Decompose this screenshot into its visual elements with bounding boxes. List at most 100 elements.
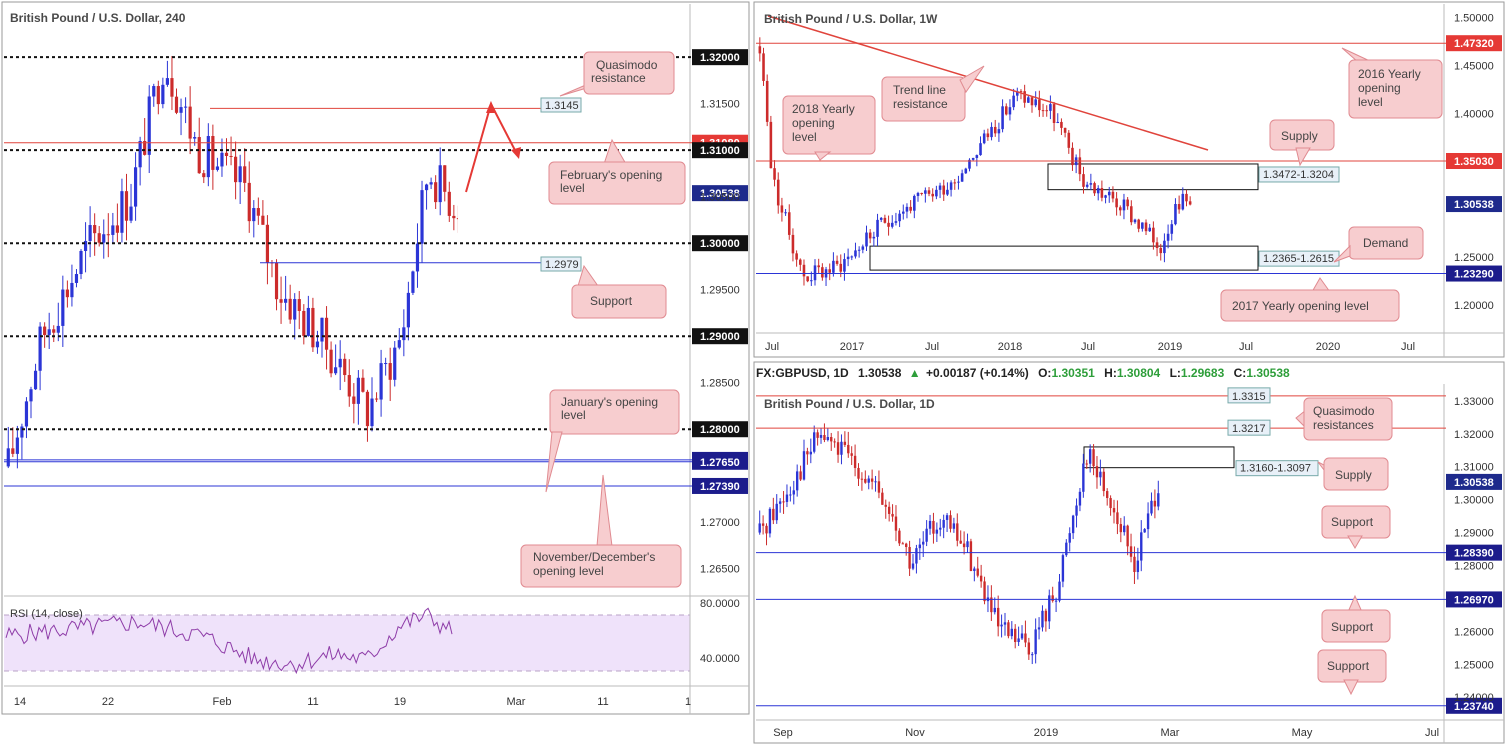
price-tag-1.27650	[692, 453, 748, 470]
candle-body	[901, 543, 904, 545]
candle-body	[179, 107, 183, 113]
candle-body	[968, 159, 971, 169]
candle-body	[1126, 199, 1129, 207]
x-tick-label: May	[1292, 727, 1313, 739]
callout-februarys-opening: February's opening level	[548, 138, 686, 205]
info-bar: FX:GBPUSD, 1D 1.30538 ▲ +0.00187 (+0.14%…	[756, 366, 1290, 380]
candle-body	[247, 182, 251, 222]
svg-text:level: level	[1358, 95, 1383, 109]
candle-body	[1058, 581, 1061, 601]
candle-body	[1143, 529, 1146, 533]
daily-levels: 1.3315 1.3217 1.30538 1.28390 1.26970 1.23740	[756, 387, 1502, 714]
candle-body	[1056, 121, 1060, 124]
candle-body	[97, 233, 101, 243]
callout-support-3: Support	[1317, 649, 1387, 696]
svg-text:Trend line: Trend line	[893, 83, 946, 97]
candle-body	[916, 192, 920, 196]
svg-text:January's opening: January's opening	[561, 395, 658, 409]
candle-body	[93, 225, 97, 234]
weekly-title: British Pound / U.S. Dollar, 1W	[764, 12, 938, 26]
value-box-1.3145: 1.3145	[540, 97, 582, 113]
candle-body	[1075, 505, 1078, 516]
candle-body	[1052, 104, 1056, 124]
x-tick-label: Sep	[773, 727, 793, 739]
candle-body	[388, 363, 392, 380]
weekly-candles	[758, 37, 1192, 287]
candle-body	[1027, 642, 1031, 655]
candle-body	[288, 298, 292, 320]
candle-body	[1088, 449, 1092, 464]
candle-body	[1041, 610, 1044, 628]
h4-ticks: 1.31500 1.30500 1.29500 1.28500 1.27000 1.265…	[14, 99, 740, 708]
candle-body	[887, 506, 891, 514]
candle-body	[1099, 471, 1102, 478]
candle-body	[1019, 91, 1023, 93]
candle-body	[1023, 91, 1026, 103]
candle-body	[953, 182, 957, 184]
candle-body	[867, 478, 870, 483]
candle-body	[791, 234, 795, 254]
callout-demand: Demand	[1333, 226, 1424, 263]
candle-body	[787, 212, 791, 235]
candle-body	[830, 437, 833, 442]
candle-body	[909, 206, 912, 211]
zone-label: 1.3160-1.3097	[1240, 463, 1311, 475]
y-tick-label: 1.25000	[1454, 659, 1494, 671]
candle-body	[1170, 224, 1174, 234]
candle-body	[338, 358, 342, 368]
y-tick-label: 1.33000	[1454, 396, 1494, 408]
candle-body	[1020, 633, 1024, 639]
x-tick-label: Feb	[213, 696, 232, 708]
candle-body	[925, 528, 928, 542]
price-tag-1.30000	[692, 235, 748, 252]
candle-body	[1095, 466, 1099, 478]
candle-body	[1044, 610, 1048, 622]
candle-body	[1137, 219, 1140, 229]
candle-body	[220, 152, 224, 167]
price-tag-label: 1.32000	[700, 52, 740, 64]
supply-zone-daily	[1083, 446, 1235, 469]
callout-2018-yearly-opening: 2018 Yearly opening level	[782, 95, 876, 161]
candle-body	[847, 444, 850, 454]
candle-body	[806, 276, 809, 282]
candle-body	[384, 363, 388, 365]
daily-title: British Pound / U.S. Dollar, 1D	[764, 397, 935, 411]
candle-body	[809, 451, 812, 455]
candle-body	[133, 167, 138, 207]
candle-body	[61, 289, 65, 326]
price-tag-1.26970	[1446, 591, 1502, 608]
candle-body	[420, 190, 424, 244]
x-tick-label: 2019	[1158, 341, 1182, 353]
candle-body	[964, 168, 968, 174]
price-tag-label: 1.23290	[1454, 269, 1494, 281]
candle-body	[224, 152, 229, 157]
candle-body	[1038, 99, 1041, 111]
y-tick-label: 1.31000	[1454, 462, 1494, 474]
candle-body	[894, 221, 898, 223]
candle-body	[1024, 633, 1027, 643]
candle-body	[83, 240, 88, 251]
candle-body	[1153, 500, 1157, 507]
candle-body	[1177, 204, 1181, 210]
candle-body	[966, 541, 969, 548]
weekly-chart: 1.3472-1.3204 1.2365-1.2615 1.47320 1.3503…	[756, 4, 1504, 357]
candle-body	[320, 317, 324, 342]
candle-body	[311, 307, 315, 348]
candle-body	[1014, 628, 1017, 643]
candle-body	[115, 225, 119, 233]
callout-2016-yearly-opening: 2016 Yearly opening level	[1341, 47, 1443, 119]
candle-body	[284, 298, 288, 303]
candle-body	[911, 563, 915, 569]
candle-body	[762, 53, 765, 81]
price-tag-label: 1.30538	[1454, 477, 1494, 489]
candle-body	[6, 448, 10, 467]
price-tag-1.32000	[692, 49, 748, 66]
y-tick-label: 1.29500	[700, 285, 740, 297]
price-tag-1.28000	[692, 421, 748, 438]
svg-text:1.2979: 1.2979	[545, 259, 579, 271]
candle-body	[850, 256, 854, 258]
candle-body	[1129, 546, 1133, 557]
svg-text:1.3145: 1.3145	[545, 100, 579, 112]
y-tick-label: 1.29000	[1454, 528, 1494, 540]
price-tag-label: 1.23740	[1454, 701, 1494, 713]
